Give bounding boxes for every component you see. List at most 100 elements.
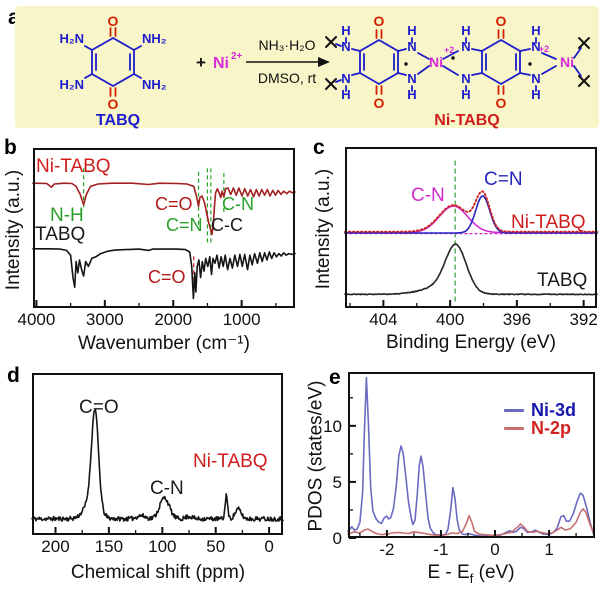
x-tick-label: 4000 [18, 310, 56, 329]
d-annotation-c-n: C-N [150, 478, 184, 499]
x-tick-label: 1000 [223, 310, 261, 329]
nickel-ion-charge: 2+ [231, 51, 243, 62]
b-curve-label-tabq: TABQ [35, 224, 86, 245]
nitrogen-atom-label: N [461, 71, 470, 86]
b-y-axis-label: Intensity (a.u.) [3, 169, 24, 291]
series-TABQ [344, 243, 598, 296]
x-tick-label: 392 [569, 310, 597, 329]
series-Ni-TABQ [344, 190, 598, 233]
plot-box [345, 147, 597, 308]
x-tick-label: 2000 [154, 310, 192, 329]
e-x-axis-label: E - Ef (eV) [341, 562, 600, 586]
nickel-charge-label: +2 [444, 45, 454, 55]
oxygen-atom-label: O [108, 96, 119, 112]
series-Ni-TABQ [32, 182, 296, 236]
x-tick-label: -2 [379, 540, 394, 559]
e-x-axis-label-unit: (eV) [473, 562, 515, 583]
hydrogen-atom-label: H [531, 23, 540, 38]
condition-below-arrow: DMSO, rt [258, 70, 316, 86]
series-N-2p [347, 508, 595, 537]
panel-label-e: e [329, 366, 341, 389]
x-tick-label: 0 [490, 540, 499, 559]
c-annotation-c-n: C-N [411, 185, 445, 206]
hydrogen-atom-label: H [407, 87, 416, 102]
product-name: Ni-TABQ [434, 112, 499, 129]
x-tick-label: 396 [503, 310, 531, 329]
y-tick-label: 0 [333, 529, 342, 548]
hydrogen-atom-label: H [407, 23, 416, 38]
x-tick-label: 200 [41, 537, 69, 556]
ni-tabq-structure: O O N H N H N H N H Ni +2 [325, 13, 590, 129]
b-annotation-c-c: C-C [211, 215, 243, 235]
nitrogen-atom-label: N [461, 39, 470, 54]
hydrogen-atom-label: H [461, 87, 470, 102]
nitrogen-atom-label: N [341, 39, 350, 54]
c-annotation-c-eq-n: C=N [484, 169, 523, 190]
panel-label-b: b [4, 136, 17, 159]
plot-box [33, 148, 295, 308]
c-x-axis-label: Binding Energy (eV) [385, 332, 557, 353]
nitrogen-atom-label: N [341, 71, 350, 86]
plot-box [32, 373, 283, 535]
nitrogen-atom-label: N [531, 39, 540, 54]
reaction-arrow [246, 57, 330, 67]
amine-label: NH₂ [142, 77, 167, 92]
panel-label-a: a [8, 6, 20, 29]
hydrogen-atom-label: H [461, 23, 470, 38]
nickel-ion: Ni [213, 55, 229, 72]
amine-label: H₂N [59, 77, 84, 92]
e-y-axis-label: PDOS (states/eV) [305, 380, 327, 532]
x-tick-label: 404 [369, 310, 397, 329]
radical-dot [528, 62, 532, 66]
b-curve-label-ni-tabq: Ni-TABQ [36, 156, 111, 177]
ni-3d-legend-swatch [504, 409, 524, 412]
x-tick-label: 400 [436, 310, 464, 329]
legend-row-1: N-2p [504, 418, 571, 439]
series-C=N [344, 195, 598, 234]
x-tick-label: 50 [206, 537, 225, 556]
xps-chart: 404 400 396 392 [344, 147, 598, 329]
tabq-structure: O O H₂N NH₂ H₂N NH₂ TABQ [59, 13, 166, 129]
c-y-axis-label: Intensity (a.u.) [313, 168, 334, 290]
hydrogen-atom-label: H [341, 87, 350, 102]
series-TABQ [32, 248, 296, 300]
b-annotation-c-o: C=O [155, 194, 193, 214]
x-tick-label: 150 [95, 537, 123, 556]
oxygen-atom-label: O [374, 13, 385, 29]
reaction-scheme: O O H₂N NH₂ H₂N NH₂ TABQ + Ni 2+ NH₃·H₂O… [15, 6, 599, 129]
b-annotation-c-n: C-N [222, 194, 254, 214]
hydrogen-atom-label: H [531, 87, 540, 102]
amine-label: NH₂ [142, 31, 167, 46]
d-x-axis-label: Chemical shift (ppm) [70, 562, 246, 583]
radical-dot [451, 56, 455, 60]
nickel-charge-label: +2 [539, 44, 549, 54]
n-2p-legend-swatch [504, 427, 524, 430]
oxygen-atom-label: O [496, 13, 507, 29]
oxygen-atom-label: O [496, 95, 507, 111]
x-tick-label: 100 [148, 537, 176, 556]
ftir-chart: 4000 3000 2000 1000 [18, 148, 296, 329]
oxygen-atom-label: O [108, 13, 119, 29]
condition-above-arrow: NH₃·H₂O [258, 37, 315, 53]
b-annotation-n-h: N-H [50, 205, 84, 226]
y-tick-label: 5 [333, 473, 342, 492]
d-annotation-c-o: C=O [79, 397, 119, 418]
x-tick-label: 1 [544, 540, 553, 559]
y-tick-label: 10 [323, 417, 342, 436]
reactant-name: TABQ [96, 112, 140, 129]
plot-box [348, 372, 595, 538]
nitrogen-atom-label: N [531, 71, 540, 86]
b-annotation-c-eq-n: C=N [166, 215, 203, 235]
panel-label-d: d [7, 364, 20, 387]
nitrogen-atom-label: N [407, 39, 416, 54]
x-tick-label: 3000 [86, 310, 124, 329]
nickel-atom-label: Ni [429, 54, 443, 70]
ni-3d-legend-label: Ni-3d [531, 400, 576, 420]
panel-label-c: c [313, 136, 325, 159]
legend-row-0: Ni-3d [504, 400, 576, 421]
nickel-atom-label: Ni [560, 54, 574, 70]
nitrogen-atom-label: N [407, 71, 416, 86]
oxygen-atom-label: O [374, 95, 385, 111]
